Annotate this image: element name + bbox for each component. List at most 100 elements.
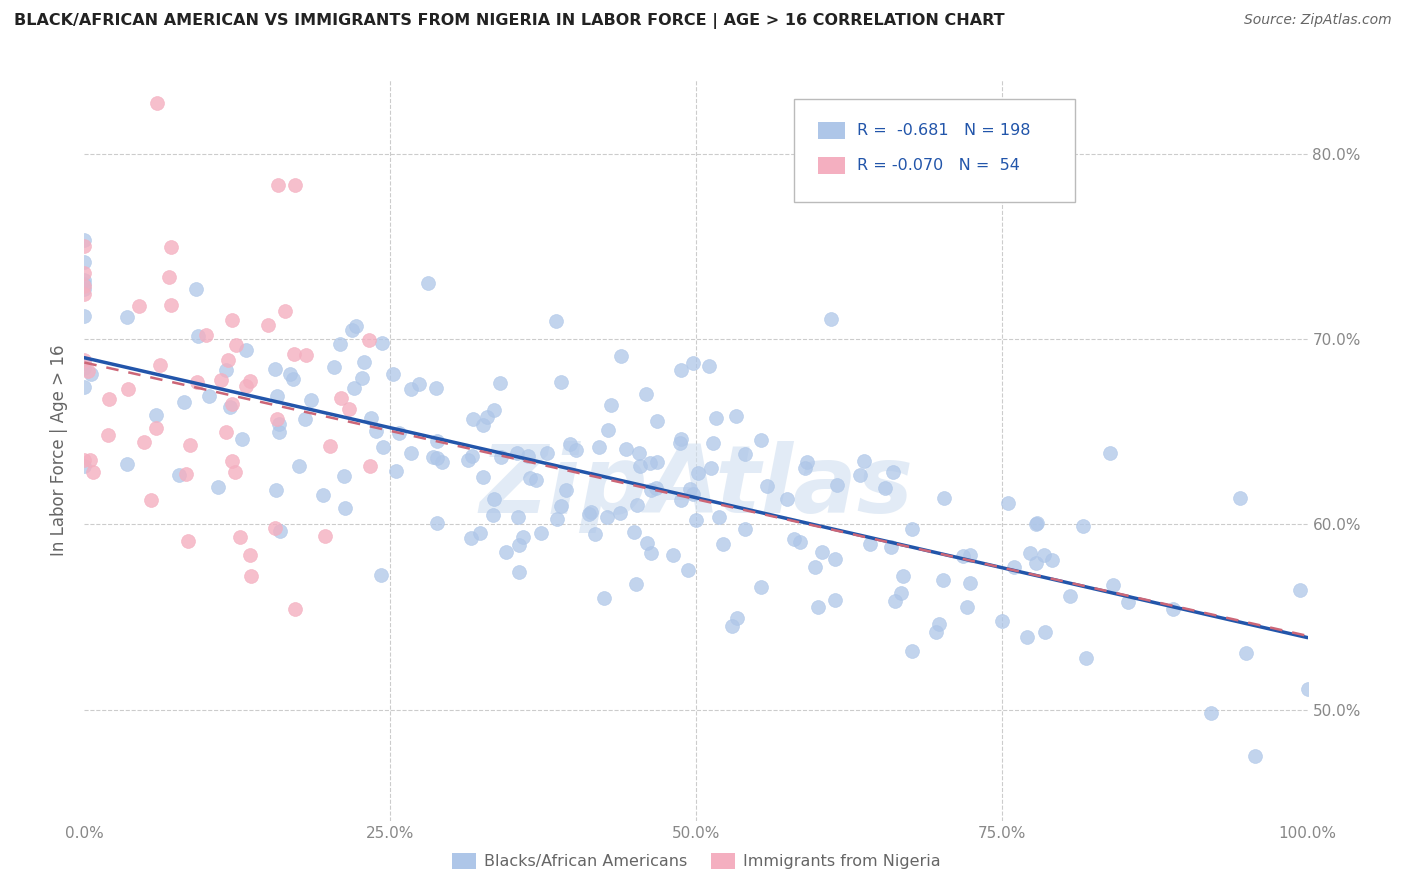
Point bbox=[671, 493, 693, 508]
Point bbox=[399, 446, 422, 460]
Point bbox=[184, 282, 207, 296]
Point bbox=[928, 617, 950, 632]
Point bbox=[1015, 630, 1038, 644]
Y-axis label: In Labor Force | Age > 16: In Labor Force | Age > 16 bbox=[51, 344, 69, 557]
Point bbox=[997, 496, 1019, 510]
Point bbox=[669, 436, 692, 450]
Point bbox=[73, 239, 96, 253]
Point bbox=[925, 624, 948, 639]
FancyBboxPatch shape bbox=[818, 157, 845, 174]
Point bbox=[709, 509, 731, 524]
Point bbox=[224, 465, 246, 479]
Point bbox=[882, 465, 904, 479]
Point bbox=[278, 368, 301, 382]
Point bbox=[565, 443, 588, 458]
Point bbox=[711, 536, 734, 550]
Point bbox=[229, 530, 252, 544]
Point bbox=[312, 488, 335, 502]
Point bbox=[461, 412, 484, 426]
Point bbox=[638, 456, 661, 470]
Point bbox=[645, 414, 668, 428]
Point bbox=[952, 549, 974, 563]
Point bbox=[583, 527, 606, 541]
Point bbox=[207, 480, 229, 494]
Point bbox=[425, 381, 447, 395]
Point bbox=[1163, 602, 1185, 616]
Point bbox=[461, 449, 484, 463]
Point bbox=[1296, 681, 1319, 696]
Point bbox=[775, 491, 797, 506]
Point bbox=[337, 402, 360, 417]
Point bbox=[495, 545, 517, 559]
Point bbox=[530, 526, 553, 541]
Point bbox=[825, 477, 848, 491]
Point bbox=[146, 95, 169, 110]
Point bbox=[239, 548, 262, 562]
Point bbox=[266, 412, 288, 426]
Point bbox=[359, 458, 381, 473]
Point bbox=[472, 417, 495, 432]
Point bbox=[217, 353, 239, 368]
Point bbox=[269, 425, 291, 439]
Point bbox=[323, 359, 346, 374]
Point bbox=[807, 600, 830, 615]
Legend: Blacks/African Americans, Immigrants from Nigeria: Blacks/African Americans, Immigrants fro… bbox=[446, 847, 946, 876]
Point bbox=[257, 318, 280, 332]
Point bbox=[73, 287, 96, 301]
Point bbox=[215, 425, 238, 439]
Point bbox=[901, 644, 924, 658]
Point bbox=[546, 512, 568, 526]
Point bbox=[636, 387, 658, 401]
Point bbox=[810, 545, 832, 559]
Point bbox=[426, 450, 449, 465]
Point bbox=[610, 349, 633, 363]
Point bbox=[803, 560, 825, 574]
FancyBboxPatch shape bbox=[794, 99, 1076, 202]
Point bbox=[482, 491, 505, 506]
Point bbox=[314, 528, 336, 542]
Point bbox=[364, 424, 387, 438]
Point bbox=[600, 398, 623, 412]
Point bbox=[682, 486, 704, 500]
Point bbox=[287, 458, 309, 473]
Point bbox=[468, 526, 491, 541]
Point bbox=[1025, 556, 1047, 570]
Point bbox=[880, 540, 903, 554]
Point bbox=[550, 376, 572, 390]
Point bbox=[700, 461, 723, 475]
Point bbox=[614, 442, 637, 457]
Point bbox=[82, 465, 104, 479]
Point bbox=[1002, 559, 1025, 574]
Point bbox=[221, 454, 243, 468]
Point bbox=[516, 449, 538, 463]
Point bbox=[231, 432, 253, 446]
Point bbox=[682, 356, 704, 370]
Point bbox=[699, 359, 721, 373]
Point bbox=[197, 389, 219, 403]
Point bbox=[959, 576, 981, 591]
Point bbox=[73, 255, 96, 269]
Point bbox=[115, 457, 138, 471]
Point bbox=[73, 282, 96, 296]
Point bbox=[343, 381, 366, 395]
Point bbox=[73, 356, 96, 370]
Point bbox=[706, 410, 728, 425]
Point bbox=[721, 619, 744, 633]
Point bbox=[299, 392, 322, 407]
Point bbox=[128, 299, 150, 313]
Point bbox=[628, 458, 651, 473]
Point bbox=[901, 522, 924, 536]
Point bbox=[284, 602, 307, 616]
Point bbox=[73, 458, 96, 473]
Point bbox=[546, 313, 568, 327]
Point bbox=[1098, 445, 1121, 459]
Point bbox=[506, 510, 529, 524]
Point bbox=[332, 469, 354, 483]
Text: Source: ZipAtlas.com: Source: ZipAtlas.com bbox=[1244, 13, 1392, 28]
Point bbox=[1019, 545, 1042, 559]
Point bbox=[891, 568, 914, 582]
Point bbox=[80, 367, 103, 381]
Point bbox=[508, 565, 530, 579]
Point bbox=[371, 440, 394, 454]
Point bbox=[235, 379, 257, 393]
